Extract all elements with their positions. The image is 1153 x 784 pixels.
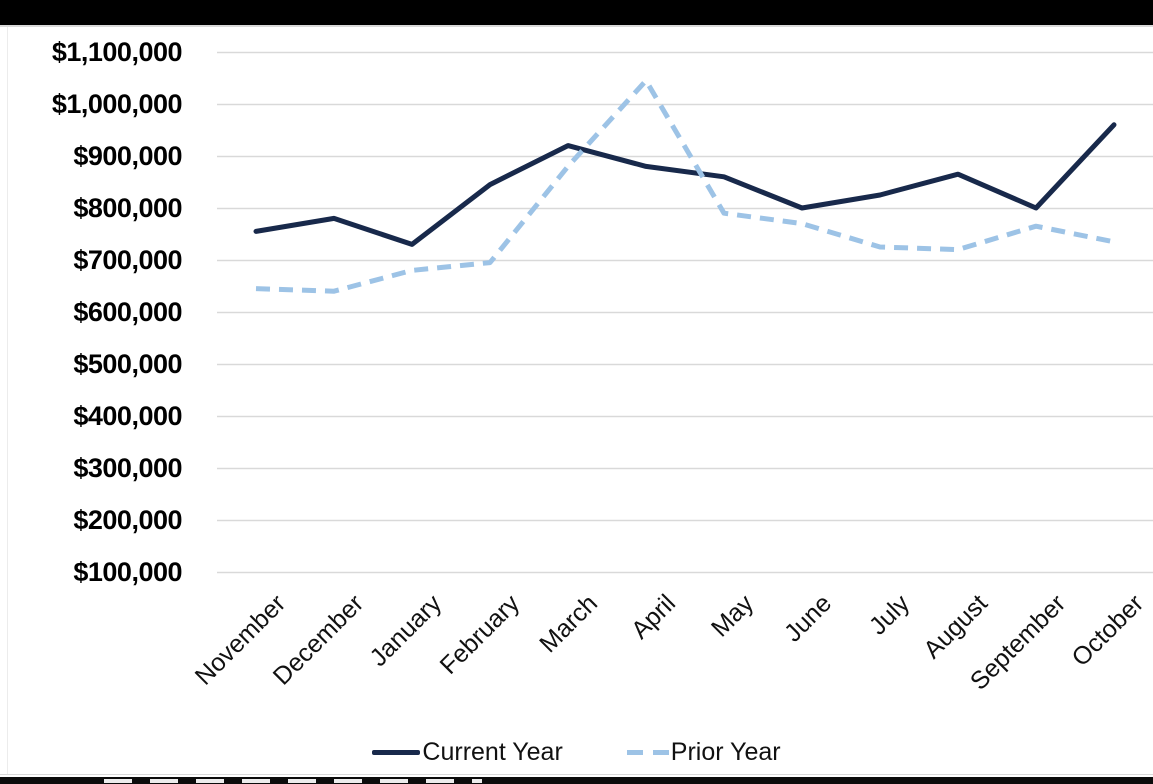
legend-item-prior-year: Prior Year xyxy=(626,737,781,767)
bottom-black-bar xyxy=(0,777,1153,784)
legend-label-prior-year: Prior Year xyxy=(670,738,781,766)
y-axis-tick-label: $900,000 xyxy=(73,141,182,171)
y-axis-tick-label: $200,000 xyxy=(73,505,182,535)
y-axis-tick-label: $700,000 xyxy=(73,245,182,275)
y-axis-tick-label: $800,000 xyxy=(73,193,182,223)
current-year-line-swatch-icon xyxy=(372,749,421,755)
current-year-line xyxy=(253,122,1117,247)
gridlines xyxy=(217,51,1153,574)
bottom-border-line xyxy=(0,774,1153,775)
top-black-bar xyxy=(0,0,1153,27)
bottom-dashed-line xyxy=(104,779,482,783)
legend-item-current-year: Current Year xyxy=(372,737,563,767)
y-axis-tick-label: $400,000 xyxy=(73,401,182,431)
legend-label-current-year: Current Year xyxy=(422,738,563,766)
y-axis-tick-label: $500,000 xyxy=(73,349,182,379)
y-axis-tick-label: $1,100,000 xyxy=(51,37,183,67)
y-axis-tick-label: $300,000 xyxy=(73,453,182,483)
prior-year-line xyxy=(255,78,1115,294)
chart-legend: Current Year Prior Year xyxy=(0,737,1153,767)
y-axis-tick-label: $1,000,000 xyxy=(51,89,183,119)
left-border-line xyxy=(7,27,8,774)
prior-year-line-swatch-icon xyxy=(626,749,669,755)
y-axis-tick-label: $600,000 xyxy=(73,297,182,327)
y-axis-tick-label: $100,000 xyxy=(73,557,182,587)
